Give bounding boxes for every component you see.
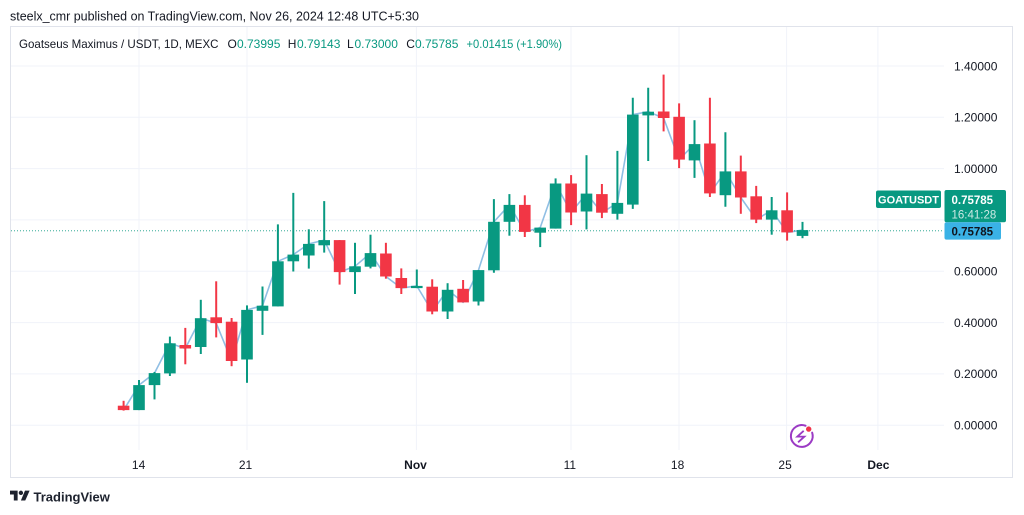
svg-text:O: O — [228, 37, 237, 51]
svg-text:18: 18 — [671, 458, 685, 472]
svg-text:H: H — [288, 37, 297, 51]
svg-text:0.73995: 0.73995 — [237, 37, 281, 51]
svg-text:Goatseus Maximus / USDT, 1D, M: Goatseus Maximus / USDT, 1D, MEXC — [19, 37, 219, 51]
svg-text:steelx_cmr published on Tradin: steelx_cmr published on TradingView.com,… — [10, 9, 419, 24]
svg-text:1.20000: 1.20000 — [954, 111, 998, 125]
svg-text:16:41:28: 16:41:28 — [952, 210, 997, 222]
svg-text:0.60000: 0.60000 — [954, 265, 998, 279]
svg-text:Nov: Nov — [404, 458, 427, 472]
svg-text:Dec: Dec — [867, 458, 889, 472]
svg-text:L: L — [347, 37, 354, 51]
svg-text:0.40000: 0.40000 — [954, 316, 998, 330]
svg-text:0.73000: 0.73000 — [355, 37, 399, 51]
svg-text:0.20000: 0.20000 — [954, 367, 998, 381]
svg-text:1.00000: 1.00000 — [954, 162, 998, 176]
svg-text:+0.01415 (+1.90%): +0.01415 (+1.90%) — [467, 37, 563, 51]
svg-text:11: 11 — [564, 458, 577, 472]
svg-text:0.75785: 0.75785 — [415, 37, 459, 51]
svg-text:14: 14 — [132, 458, 146, 472]
svg-text:0.75785: 0.75785 — [952, 195, 994, 207]
svg-text:0.75785: 0.75785 — [952, 227, 994, 239]
svg-text:25: 25 — [778, 458, 792, 472]
svg-text:C: C — [406, 37, 415, 51]
svg-text:TradingView: TradingView — [34, 490, 111, 505]
svg-text:0.00000: 0.00000 — [954, 419, 998, 433]
svg-text:GOATUSDT: GOATUSDT — [878, 195, 939, 207]
svg-text:21: 21 — [239, 458, 253, 472]
svg-text:1.40000: 1.40000 — [954, 59, 998, 73]
svg-text:0.79143: 0.79143 — [297, 37, 341, 51]
